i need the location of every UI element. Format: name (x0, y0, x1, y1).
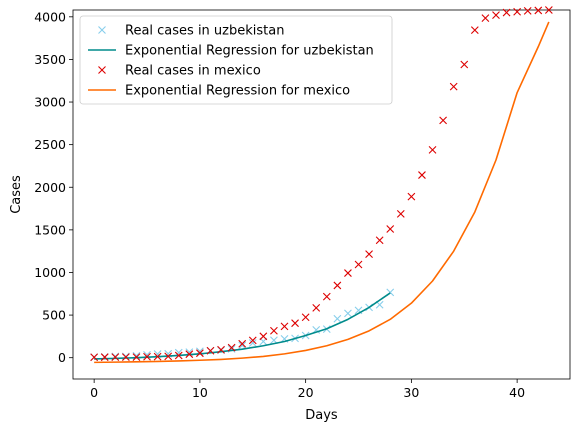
data-point (312, 303, 321, 312)
data-point (111, 353, 120, 361)
legend-entry-label: Real cases in mexico (125, 64, 261, 79)
data-point (333, 314, 342, 323)
x-tick-label: 40 (509, 385, 525, 400)
x-tick-label: 20 (298, 385, 314, 400)
y-tick-label: 0 (58, 350, 66, 365)
y-tick-label: 500 (42, 308, 66, 323)
data-point (291, 319, 299, 328)
data-point (365, 250, 373, 259)
data-point (217, 345, 225, 354)
y-tick-label: 2500 (34, 137, 66, 152)
data-point (354, 260, 363, 269)
data-point (322, 292, 331, 301)
data-point (344, 309, 352, 318)
data-point (502, 8, 511, 17)
data-point (238, 341, 247, 350)
data-point (428, 145, 437, 154)
data-point (523, 6, 532, 15)
data-point (386, 225, 395, 233)
data-point (513, 7, 522, 16)
data-point (174, 351, 183, 360)
x-tick-label: 0 (90, 385, 98, 400)
data-point (481, 14, 490, 22)
data-point (259, 332, 268, 341)
y-tick-label: 3500 (34, 52, 66, 67)
axes: 0 10 20 30 40 0 500 1000 1500 2000 2500 3000 3500 400… (34, 9, 525, 400)
data-point (470, 26, 479, 35)
data-point (248, 336, 257, 345)
data-point (121, 353, 130, 361)
data-point (270, 326, 278, 335)
series-layer (90, 6, 553, 364)
data-point (280, 322, 289, 331)
y-tick-label: 3000 (34, 95, 66, 110)
data-point (132, 353, 141, 361)
data-point (439, 116, 447, 125)
y-tick-label: 2000 (34, 180, 66, 195)
y-axis-label: Cases (9, 175, 24, 214)
data-point (301, 313, 310, 322)
legend-marker-swatch (98, 26, 106, 34)
data-point (375, 236, 384, 245)
legend: Real cases in uzbekistan Exponential Regr… (79, 15, 393, 105)
y-tick-label: 1000 (34, 265, 66, 280)
data-point (143, 352, 151, 361)
data-point (196, 349, 204, 358)
data-point (449, 82, 458, 91)
data-point (100, 353, 109, 362)
y-tick-label: 1500 (34, 222, 66, 237)
data-point (185, 350, 194, 359)
legend-entry-label: Exponential Regression for mexico (125, 84, 350, 99)
data-point (248, 339, 257, 347)
y-tick-label: 4000 (34, 9, 66, 24)
data-point (344, 269, 352, 277)
data-point (227, 343, 236, 352)
x-tick-label: 10 (192, 385, 208, 400)
data-point (492, 11, 500, 20)
data-point (206, 346, 215, 355)
data-point (238, 339, 247, 348)
x-axis-label: Days (305, 408, 338, 423)
data-point (534, 6, 543, 15)
scatter-series-2 (90, 6, 553, 362)
data-point (418, 171, 426, 179)
regression-line-3 (94, 21, 550, 364)
data-point (90, 353, 99, 362)
legend-entry-label: Real cases in uzbekistan (125, 24, 284, 39)
legend-entry-label: Exponential Regression for uzbekistan (125, 44, 374, 59)
data-point (153, 352, 162, 361)
legend-marker-swatch (98, 66, 106, 74)
data-point (396, 209, 405, 218)
regression-line-1 (94, 292, 391, 360)
data-point (333, 281, 342, 290)
data-point (407, 192, 416, 201)
x-tick-label: 30 (403, 385, 419, 400)
data-point (164, 352, 173, 361)
data-point (460, 60, 469, 69)
legend-box (79, 15, 393, 105)
data-point (544, 6, 553, 14)
